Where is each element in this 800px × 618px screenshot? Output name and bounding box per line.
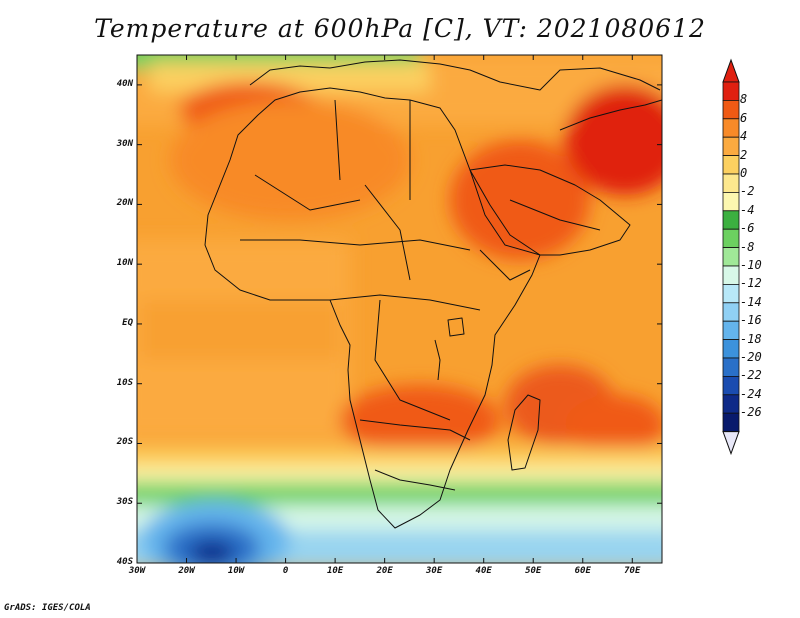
colorbar-swatch [722,155,740,175]
colorbar-level-label: -16 [740,313,762,328]
colorbar-level-label: 8 [740,92,748,107]
border-algeria-libya [334,99,341,181]
colorbar-level-label: 2 [740,147,748,162]
colorbar-swatch [722,247,740,267]
lon-label: 70E [624,566,641,576]
colorbar-swatch [722,118,740,138]
lon-label: 30W [128,566,146,576]
map-frame [136,54,663,564]
map-title: Temperature at 600hPa [C], VT: 202108061… [94,14,706,43]
lon-label: 60E [574,566,591,576]
coastline-africa [204,87,541,529]
colorbar-swatch [722,136,740,156]
colorbar-swatch [722,173,740,193]
coastline-europe [249,59,661,91]
colorbar-swatch [722,339,740,359]
colorbar-level-label: 6 [740,110,748,125]
lon-label: 30E [426,566,443,576]
colorbar-over-triangle [722,58,740,83]
colorbar-level-label: -2 [740,184,755,199]
lat-label: 30N [116,138,133,149]
colorbar-swatch [722,210,740,230]
colorbar-swatch [722,81,740,101]
lat-label: 40N [116,78,133,89]
colorbar-swatch [722,357,740,377]
lon-label: 20E [376,566,393,576]
lon-label: 10W [227,566,245,576]
colorbar-level-label: -6 [740,221,755,236]
lat-label: 30S [116,497,133,508]
lat-label: 10N [116,258,133,269]
colorbar-swatch [722,228,740,248]
field-arabia-warm [450,140,590,260]
colorbar-level-label: -14 [740,294,762,309]
lake-victoria [447,317,465,337]
lon-label: 50E [525,566,542,576]
colorbar-level-label: -22 [740,368,762,383]
colorbar-level-label: -24 [740,386,762,401]
lat-label: 10S [116,377,133,388]
colorbar-swatch [722,394,740,414]
border-mali [254,174,361,211]
colorbar-level-label: -12 [740,276,762,291]
coastline-arabia [469,164,631,256]
colorbar-swatch [722,375,740,396]
colorbar-swatch [722,302,740,322]
border-sahel [240,239,471,251]
field-band-atlantic-warm [140,300,340,360]
field-southern-africa-warm [340,385,500,455]
lake-tanganyika [434,339,441,381]
axis-ticks [136,55,662,564]
border-horn [479,249,531,281]
border-central [329,294,481,311]
colorbar-swatch [722,283,740,304]
grads-credit: GrADS: IGES/COLA [4,603,91,613]
border-southern [359,419,471,441]
lat-label: 20N [116,198,133,209]
lon-label: 20W [178,566,195,576]
lat-label: 20S [116,437,133,448]
colorbar-level-label: -18 [740,331,762,346]
colorbar-under-triangle [722,431,740,456]
lat-label: EQ [122,317,133,328]
colorbar-swatch [722,412,740,433]
lat-label: 40S [116,557,133,567]
border-drc [374,299,451,421]
colorbar-level-label: -20 [740,350,762,364]
lon-label: 10E [326,566,344,576]
colorbar-level-label: 4 [740,129,748,144]
lon-label: 40E [475,566,492,576]
colorbar-level-label: -8 [740,239,755,254]
border-south-africa [374,469,456,491]
colorbar-level-label: 0 [740,166,748,180]
colorbar-swatch [722,191,740,212]
field-sahara-warm [170,100,410,220]
coastline-iran [559,99,662,131]
colorbar-swatch [722,100,740,120]
lon-label: 0 [282,566,289,576]
coastline-madagascar [507,394,541,471]
colorbar-swatch [722,265,740,285]
field-indian-ocean-warm [565,395,662,455]
colorbar-level-label: -10 [740,258,762,272]
colorbar-level-label: -4 [740,202,755,217]
border-arabia [509,199,601,231]
colorbar-level-label: -26 [740,405,762,420]
colorbar-swatch [722,320,740,341]
field-iran-warm [565,85,662,195]
field-cold-pool-core [190,541,234,563]
border-chad [364,184,411,281]
